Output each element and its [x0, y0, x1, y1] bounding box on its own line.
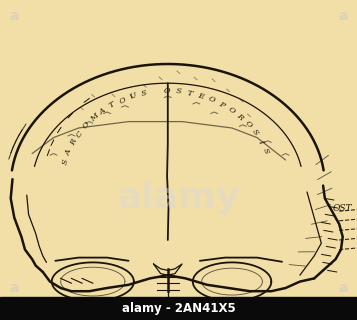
- Text: O: O: [81, 121, 92, 131]
- Text: A: A: [98, 106, 107, 116]
- Text: T: T: [108, 100, 117, 110]
- Text: S: S: [261, 147, 271, 155]
- Text: OST: OST: [332, 204, 352, 212]
- Text: E: E: [197, 91, 205, 101]
- Text: S: S: [250, 128, 260, 137]
- Text: O: O: [226, 105, 236, 116]
- Text: T: T: [186, 89, 193, 98]
- Text: S: S: [175, 87, 182, 96]
- Text: O: O: [207, 95, 216, 105]
- Text: U: U: [129, 92, 137, 101]
- Text: a: a: [10, 9, 19, 23]
- Text: O: O: [243, 119, 253, 130]
- Text: O: O: [118, 95, 127, 105]
- Text: S: S: [61, 158, 70, 166]
- Bar: [0, 297, 357, 320]
- Text: S: S: [141, 89, 148, 98]
- Text: P: P: [217, 100, 226, 109]
- Text: R: R: [235, 112, 245, 122]
- Text: R: R: [69, 138, 79, 147]
- Text: C: C: [75, 129, 85, 139]
- Text: O: O: [164, 87, 170, 95]
- Text: alamy: alamy: [117, 181, 240, 215]
- Text: a: a: [338, 9, 347, 23]
- Text: a: a: [338, 281, 347, 295]
- Text: M: M: [89, 112, 100, 124]
- Text: alamy - 2AN41X5: alamy - 2AN41X5: [122, 302, 235, 315]
- Text: I: I: [257, 138, 265, 145]
- Text: a: a: [10, 281, 19, 295]
- Text: A: A: [65, 148, 74, 156]
